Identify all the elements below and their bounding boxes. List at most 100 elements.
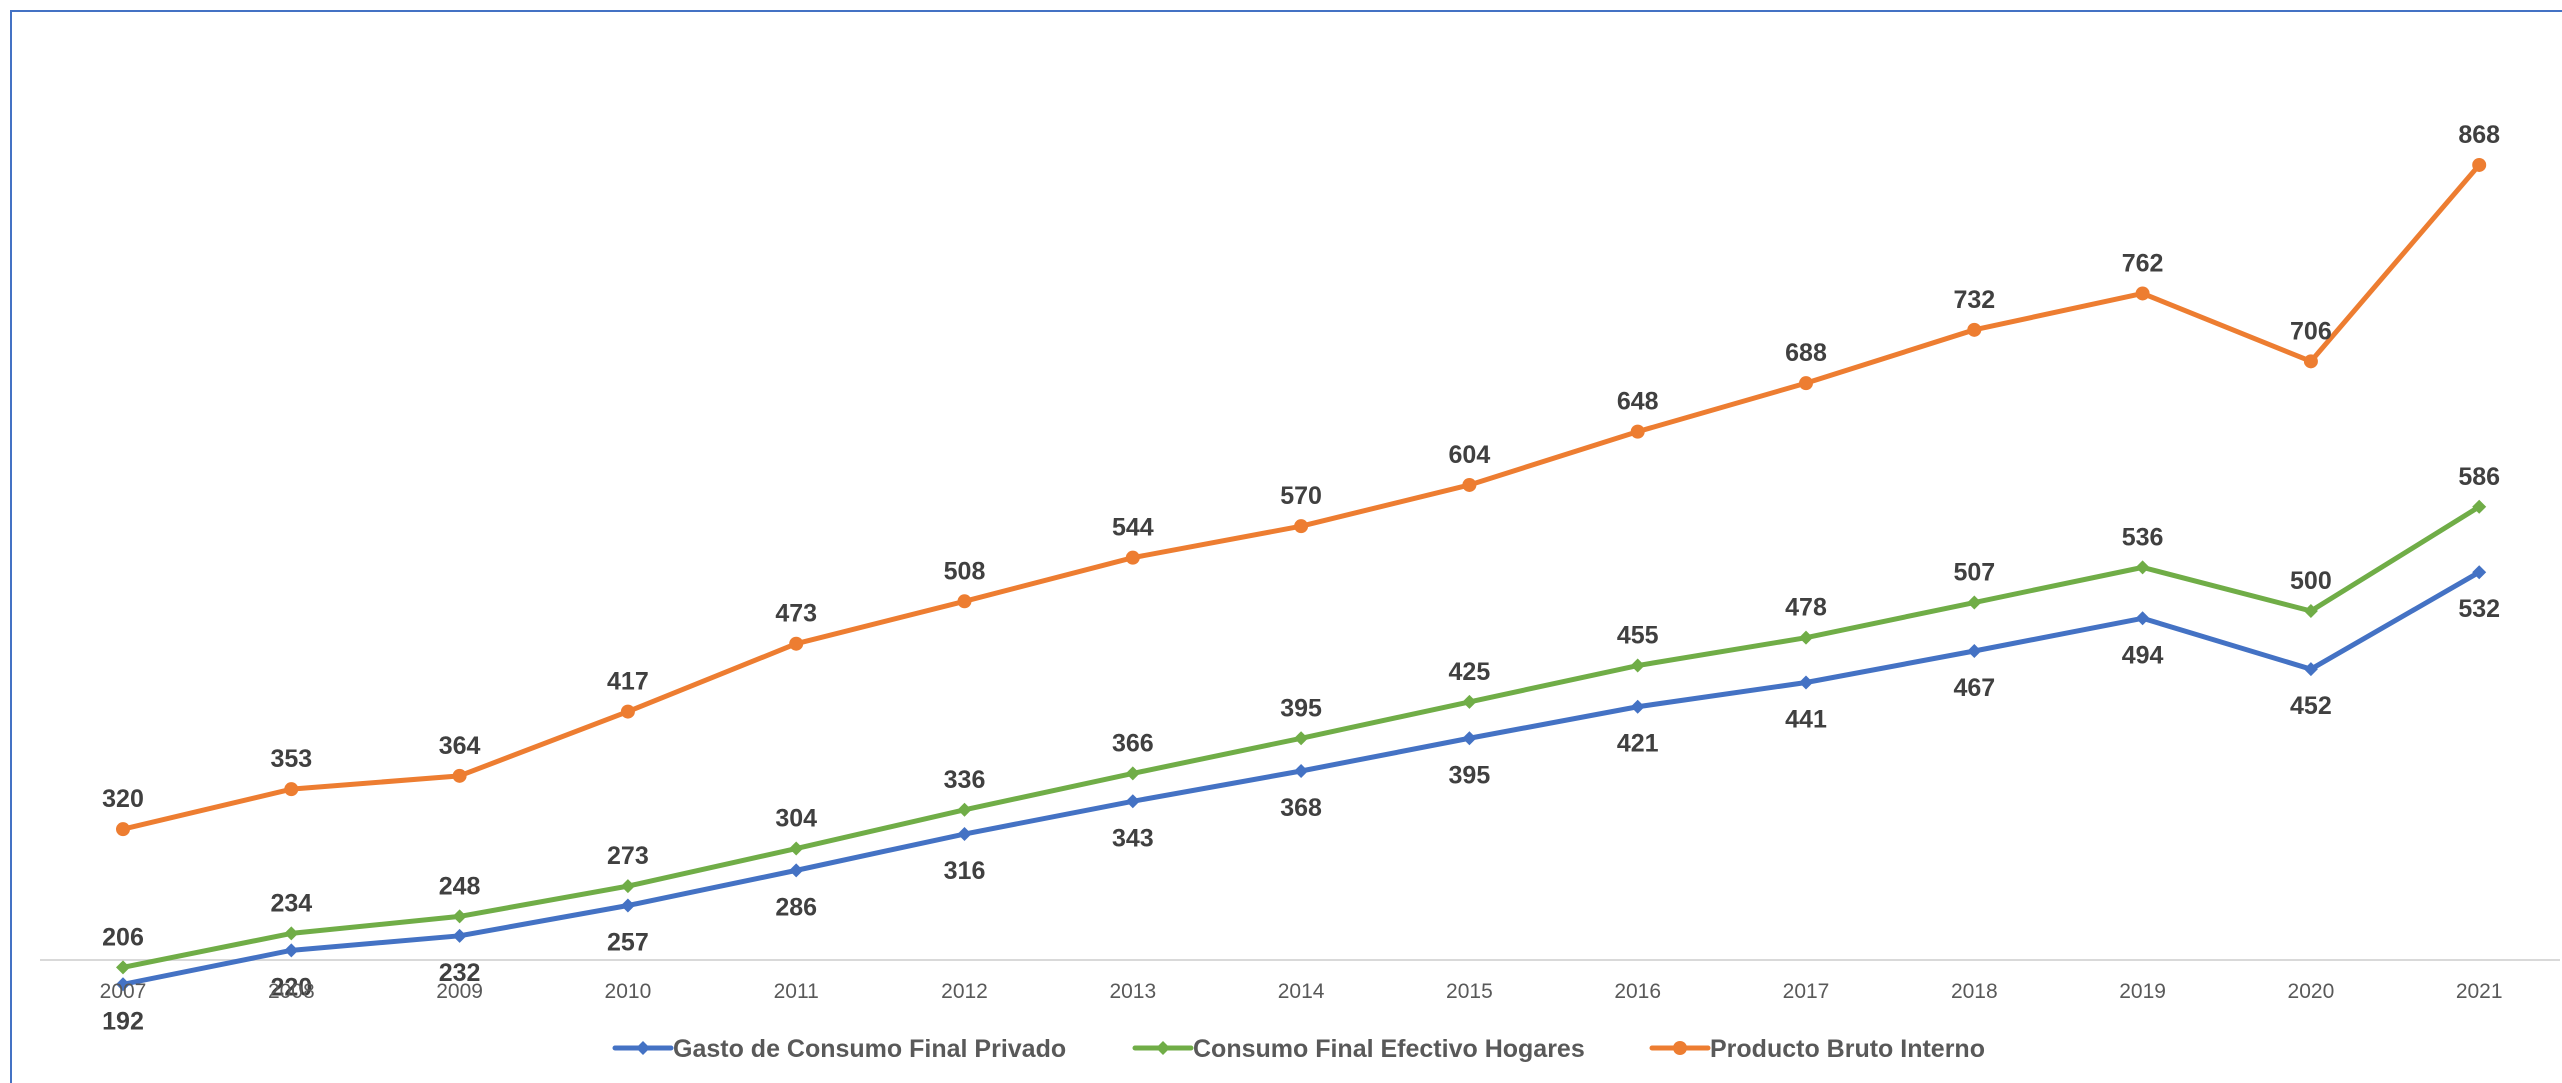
data-label-1-2007: 192 <box>102 1007 144 1035</box>
legend-label: Gasto de Consumo Final Privado <box>673 1035 1066 1063</box>
data-point-2-2011 <box>789 841 804 856</box>
legend-item-3[interactable]: Producto Bruto Interno <box>1649 1035 1985 1063</box>
data-label-3-2015: 604 <box>1449 441 1491 469</box>
x-tick-label: 2018 <box>1951 980 1998 1003</box>
data-point-1-2018 <box>1967 643 1982 658</box>
data-point-3-2021 <box>2472 157 2487 172</box>
data-label-3-2012: 508 <box>944 557 986 585</box>
data-label-3-2011: 473 <box>775 600 817 628</box>
legend-label: Producto Bruto Interno <box>1710 1035 1985 1063</box>
data-point-3-2017 <box>1799 376 1813 391</box>
x-tick-label: 2007 <box>100 980 147 1003</box>
data-point-2-2010 <box>620 879 635 894</box>
data-label-2-2021: 586 <box>2458 463 2500 491</box>
x-tick-label: 2010 <box>605 980 652 1003</box>
data-label-1-2014: 368 <box>1280 794 1322 822</box>
data-point-2-2020 <box>2303 604 2318 618</box>
legend-marker <box>1156 1041 1170 1055</box>
series-2 <box>116 499 2487 975</box>
data-point-2-2017 <box>1799 630 1813 645</box>
data-label-1-2016: 421 <box>1617 730 1659 758</box>
data-point-1-2008 <box>284 943 299 958</box>
x-axis-tick-labels: 2007 2008 2009 2010 2011 2012 2013 2014 2015 2016… <box>100 980 2503 1003</box>
x-tick-label: 2009 <box>436 980 483 1003</box>
data-point-1-2017 <box>1799 675 1813 690</box>
data-label-1-2017: 441 <box>1785 706 1827 734</box>
data-label-1-2018: 467 <box>1953 674 1995 702</box>
data-label-3-2013: 544 <box>1112 514 1154 542</box>
x-tick-label: 2015 <box>1446 980 1493 1003</box>
data-label-1-2021: 532 <box>2458 595 2500 623</box>
data-label-3-2017: 688 <box>1785 339 1827 367</box>
legend-marker <box>636 1041 650 1055</box>
data-point-2-2009 <box>452 909 467 924</box>
data-label-3-2007: 320 <box>102 785 144 813</box>
data-label-3-2009: 364 <box>439 732 481 760</box>
legend-item-1[interactable]: Gasto de Consumo Final Privado <box>612 1035 1066 1063</box>
data-label-2-2014: 395 <box>1280 694 1322 722</box>
data-labels: 192 220 232 257 286 316 343 368 395 421 441 467 494 4… <box>102 121 2500 1035</box>
data-label-2-2012: 336 <box>944 766 986 794</box>
data-label-3-2020: 706 <box>2290 317 2332 345</box>
data-label-1-2015: 395 <box>1449 761 1491 789</box>
data-point-1-2009 <box>452 928 467 943</box>
legend-marker <box>1673 1041 1687 1055</box>
data-label-2-2019: 536 <box>2122 523 2164 551</box>
data-point-3-2009 <box>452 768 467 783</box>
data-point-1-2016 <box>1630 699 1645 714</box>
data-label-3-2021: 868 <box>2458 121 2500 149</box>
data-label-2-2010: 273 <box>607 842 649 870</box>
data-label-1-2013: 343 <box>1112 824 1154 852</box>
data-point-3-2013 <box>1125 550 1140 565</box>
legend-item-2[interactable]: Consumo Final Efectivo Hogares <box>1132 1035 1585 1063</box>
data-label-3-2016: 648 <box>1617 388 1659 416</box>
data-point-2-2016 <box>1630 658 1645 673</box>
data-label-3-2010: 417 <box>607 668 649 696</box>
x-tick-label: 2016 <box>1614 980 1661 1003</box>
data-point-1-2012 <box>957 827 972 842</box>
data-label-1-2010: 257 <box>607 929 649 957</box>
series-1 <box>116 565 2487 992</box>
data-point-3-2012 <box>957 594 972 609</box>
data-point-1-2020 <box>2303 662 2318 677</box>
data-label-2-2013: 366 <box>1112 729 1154 757</box>
data-point-2-2018 <box>1967 595 1982 610</box>
data-point-1-2007 <box>116 977 130 992</box>
data-point-2-2014 <box>1294 731 1309 746</box>
legend-label: Consumo Final Efectivo Hogares <box>1193 1035 1585 1063</box>
data-point-3-2014 <box>1294 519 1309 534</box>
data-point-2-2007 <box>116 960 130 975</box>
data-point-3-2008 <box>284 782 299 797</box>
data-point-2-2019 <box>2135 560 2150 575</box>
data-label-1-2012: 316 <box>944 857 986 885</box>
x-tick-label: 2020 <box>2288 980 2335 1003</box>
data-point-1-2015 <box>1462 731 1477 746</box>
data-point-1-2019 <box>2135 611 2150 626</box>
data-label-2-2018: 507 <box>1953 559 1995 587</box>
data-point-3-2007 <box>116 822 130 837</box>
series-3 <box>116 157 2487 837</box>
data-point-1-2011 <box>789 863 804 878</box>
data-label-2-2011: 304 <box>775 805 817 833</box>
x-tick-label: 2013 <box>1109 980 1156 1003</box>
data-label-1-2009: 232 <box>439 959 481 987</box>
x-tick-label: 2014 <box>1278 980 1325 1003</box>
x-tick-label: 2012 <box>941 980 988 1003</box>
x-tick-label: 2019 <box>2119 980 2166 1003</box>
data-point-3-2015 <box>1462 477 1477 492</box>
series-line-1 <box>120 569 2482 987</box>
chart-frame <box>10 10 2562 1083</box>
data-point-3-2020 <box>2303 354 2318 369</box>
data-label-3-2019: 762 <box>2122 249 2164 277</box>
data-point-1-2014 <box>1294 763 1309 778</box>
legend[interactable]: Gasto de Consumo Final Privado Consumo Fi… <box>612 1035 1985 1063</box>
data-label-3-2018: 732 <box>1953 286 1995 314</box>
data-label-2-2007: 206 <box>102 923 144 951</box>
data-label-1-2019: 494 <box>2122 641 2164 669</box>
data-point-1-2021 <box>2472 565 2487 580</box>
x-tick-label: 2008 <box>268 980 315 1003</box>
data-label-3-2008: 353 <box>270 745 312 773</box>
data-point-2-2015 <box>1462 694 1477 709</box>
data-point-1-2010 <box>620 898 635 913</box>
